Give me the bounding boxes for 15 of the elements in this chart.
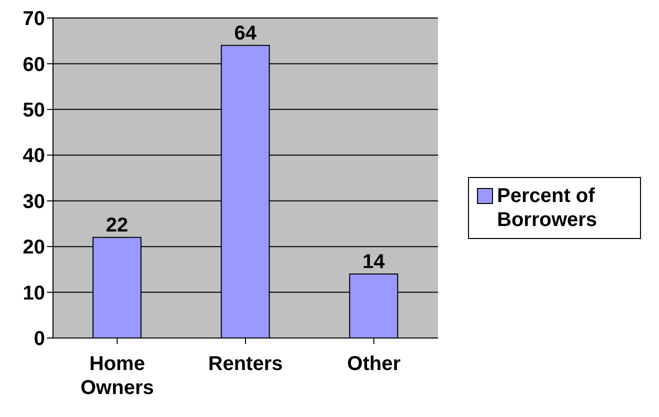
- legend-label: Percent of Borrowers: [497, 184, 598, 232]
- data-label: 14: [362, 251, 386, 273]
- y-tick-label: 0: [34, 328, 45, 350]
- x-tick-label: Home Owners: [80, 353, 154, 399]
- y-tick-label: 30: [22, 190, 45, 213]
- y-tick-label: 70: [22, 8, 45, 30]
- x-tick-label: Other: [347, 353, 401, 375]
- y-tick-label: 60: [22, 54, 45, 76]
- data-label: 64: [234, 22, 258, 44]
- y-tick-label: 50: [22, 100, 45, 122]
- data-label: 22: [106, 214, 128, 236]
- y-tick-label: 20: [22, 236, 45, 259]
- y-tick-label: 40: [22, 145, 45, 168]
- x-tick-label: Renters: [208, 353, 283, 375]
- y-tick-label: 10: [22, 282, 45, 304]
